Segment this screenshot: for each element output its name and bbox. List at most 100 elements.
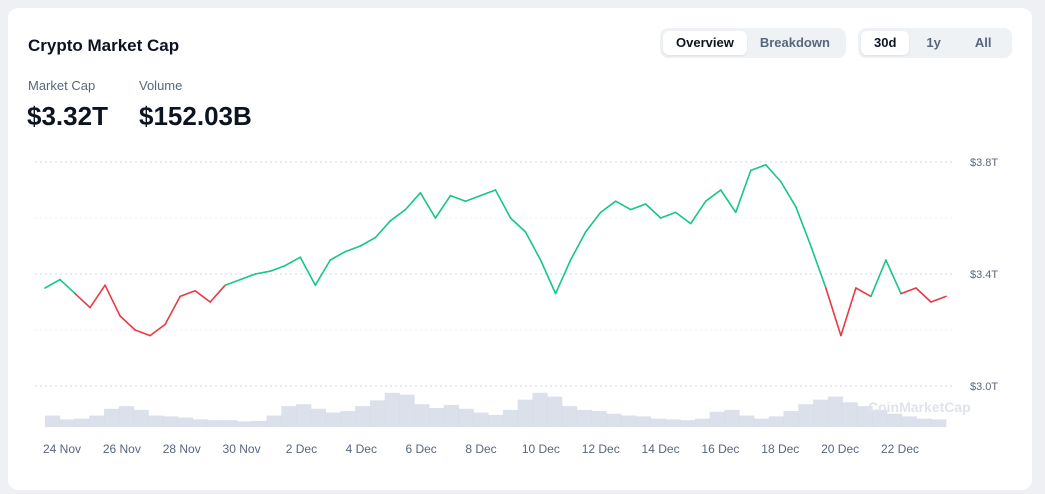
volume-bar: [222, 420, 238, 427]
price-segment: [780, 180, 797, 208]
volume-bar: [59, 419, 75, 427]
price-segment: [194, 289, 211, 303]
price-segment: [810, 245, 827, 289]
y-axis: $3.8T $3.4T $3.0T: [970, 157, 998, 393]
x-tick-label: 14 Dec: [642, 442, 680, 456]
volume-bar: [842, 402, 858, 427]
range-all[interactable]: All: [974, 35, 992, 50]
volume-bar: [473, 412, 489, 427]
price-segment: [764, 164, 782, 183]
price-segment: [524, 231, 542, 261]
price-segment: [104, 284, 121, 317]
volume-bar: [783, 411, 799, 427]
price-segment: [689, 200, 707, 225]
volume-bar: [443, 404, 459, 427]
volume-bar: [694, 418, 711, 427]
price-segment: [554, 259, 572, 295]
market-cap-value: $3.32T: [27, 101, 108, 131]
x-tick-label: 4 Dec: [346, 442, 377, 456]
price-segment: [419, 192, 437, 219]
volume-bar: [369, 400, 386, 427]
price-segment: [629, 203, 647, 211]
price-segment: [449, 194, 467, 202]
price-segment: [119, 315, 136, 331]
price-segment: [239, 273, 257, 281]
volume-bar: [177, 417, 194, 427]
volume-bar: [192, 419, 208, 427]
volume-label: Volume: [139, 78, 183, 93]
volume-bar: [266, 415, 282, 427]
price-segment: [900, 287, 917, 295]
price-line: [44, 164, 947, 337]
y-tick-label: $3.8T: [970, 157, 998, 169]
x-tick-label: 24 Nov: [43, 442, 81, 456]
price-segment: [224, 278, 242, 287]
volume-bar: [901, 416, 917, 427]
volume-bar: [547, 396, 563, 427]
price-segment: [329, 250, 347, 261]
volume-bar: [813, 399, 829, 427]
price-segment: [359, 236, 377, 247]
x-tick-label: 30 Nov: [223, 442, 261, 456]
price-segment: [494, 189, 512, 219]
volume-bar: [399, 394, 415, 427]
volume-bar: [827, 396, 844, 427]
volume-bar: [502, 409, 519, 427]
price-segment: [314, 259, 332, 287]
view-toggle: Overview Breakdown: [660, 28, 846, 58]
x-tick-label: 18 Dec: [761, 442, 799, 456]
volume-bar: [296, 404, 312, 427]
price-segment: [389, 208, 407, 222]
range-1y[interactable]: 1y: [926, 35, 941, 50]
price-segment: [855, 287, 872, 298]
price-segment: [509, 217, 527, 233]
price-segment: [674, 211, 692, 225]
volume-bar: [237, 421, 253, 427]
price-segment: [734, 169, 752, 214]
volume-bar: [709, 411, 725, 427]
volume-bar: [281, 406, 297, 427]
price-segment: [299, 256, 317, 287]
price-segment: [434, 194, 452, 219]
tab-breakdown[interactable]: Breakdown: [759, 35, 830, 50]
price-segment: [840, 287, 857, 337]
price-segment: [915, 287, 932, 303]
price-segment: [825, 287, 842, 337]
x-tick-label: 2 Dec: [286, 442, 317, 456]
volume-bar: [650, 418, 666, 427]
volume-bar: [207, 420, 223, 427]
volume-bar: [532, 392, 548, 427]
price-segment: [179, 289, 196, 298]
price-segment: [569, 231, 587, 261]
volume-bar: [74, 418, 90, 427]
volume-bar: [325, 412, 341, 427]
price-segment: [149, 323, 166, 337]
volume-bar: [414, 404, 430, 427]
x-tick-label: 6 Dec: [405, 442, 436, 456]
price-segment: [614, 200, 632, 211]
price-segment: [374, 220, 392, 239]
price-segment: [479, 189, 497, 197]
volume-bar: [606, 413, 622, 427]
price-segment: [59, 278, 76, 295]
volume-bars: [45, 392, 947, 427]
volume-bar: [340, 411, 356, 427]
volume-bar: [798, 404, 814, 427]
price-segment: [870, 259, 887, 298]
volume-bar: [133, 409, 149, 427]
price-segment: [599, 200, 617, 214]
volume-bar: [857, 406, 873, 427]
x-tick-label: 10 Dec: [522, 442, 560, 456]
watermark: CoinMarketCap: [868, 399, 971, 415]
range-30d[interactable]: 30d: [861, 31, 910, 55]
x-axis: 24 Nov 26 Nov 28 Nov 30 Nov 2 Dec 4 Dec 6 Dec 8…: [43, 442, 919, 456]
x-tick-label: 28 Nov: [163, 442, 201, 456]
price-segment: [74, 292, 91, 309]
price-segment: [930, 295, 947, 303]
volume-bar: [931, 419, 947, 427]
y-tick-label: $3.0T: [970, 381, 998, 393]
chart-grid: [35, 161, 955, 387]
price-segment: [134, 329, 151, 337]
tab-overview[interactable]: Overview: [663, 31, 747, 55]
